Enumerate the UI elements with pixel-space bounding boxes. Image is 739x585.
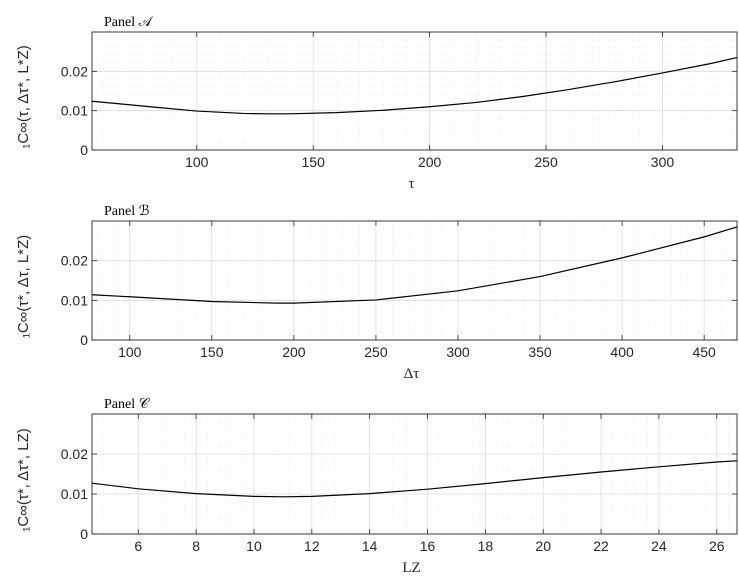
chart-panel-3: 6 8 10 12 14 16 18 20 22 24 26 0 0.01 0.02 Panel 𝒞 LZ ₁C… — [15, 397, 738, 576]
y-axis-label: ₁C∞(τ, Δτ*, L*Z) — [15, 45, 32, 148]
x-tick-label: 12 — [304, 538, 320, 554]
y-tick-label: 0.02 — [61, 253, 88, 269]
x-tick-label: 300 — [651, 154, 675, 170]
y-tick-label: 0 — [80, 142, 88, 158]
x-tick-label: 200 — [282, 344, 306, 360]
chart-panel-2: 100 150 200 250 300 350 400 450 0 0.01 0.02 Panel ℬ… — [15, 204, 738, 382]
panel-title: Panel ℬ — [104, 204, 150, 219]
axes-box — [91, 31, 738, 151]
y-tick-label: 0.02 — [61, 446, 88, 462]
x-tick-label: 450 — [692, 344, 716, 360]
y-tick-label: 0.01 — [61, 292, 88, 308]
x-tick-label: 10 — [246, 538, 262, 554]
x-tick-label: 20 — [535, 538, 551, 554]
x-tick-label: 250 — [534, 154, 558, 170]
data-line — [91, 460, 738, 498]
x-tick-label: 300 — [446, 344, 470, 360]
x-tick-label: 16 — [420, 538, 436, 554]
x-tick-label: 24 — [651, 538, 667, 554]
x-tick-label: 6 — [134, 538, 142, 554]
chart-panel-1: 100 150 200 250 300 0 0.01 0.02 Panel 𝒜 τ ₁C∞(τ, Δ… — [15, 15, 738, 192]
axes-box — [91, 220, 738, 341]
y-tick-label: 0 — [80, 332, 88, 348]
y-tick-label: 0.02 — [61, 63, 88, 79]
data-line — [91, 226, 738, 304]
y-tick-label: 0 — [80, 526, 88, 542]
panel-title: Panel 𝒜 — [104, 15, 154, 30]
x-tick-label: 100 — [118, 344, 142, 360]
data-line — [91, 56, 738, 115]
x-tick-label: 100 — [185, 154, 209, 170]
x-tick-label: 22 — [593, 538, 609, 554]
x-axis-label: LZ — [402, 560, 420, 576]
axes-box — [91, 413, 738, 535]
x-tick-label: 150 — [200, 344, 224, 360]
x-tick-label: 250 — [364, 344, 388, 360]
y-tick-label: 0.01 — [61, 103, 88, 119]
x-tick-label: 200 — [418, 154, 442, 170]
x-tick-label: 400 — [610, 344, 634, 360]
x-tick-label: 350 — [528, 344, 552, 360]
x-tick-label: 14 — [362, 538, 378, 554]
x-axis-label: Δτ — [404, 366, 420, 382]
x-tick-label: 150 — [302, 154, 326, 170]
x-tick-label: 26 — [709, 538, 725, 554]
panel-title: Panel 𝒞 — [104, 397, 151, 412]
x-tick-label: 8 — [192, 538, 200, 554]
x-axis-label: τ — [408, 176, 414, 192]
y-axis-label: ₁C∞(τ*, Δτ*, LZ) — [15, 428, 32, 531]
x-tick-label: 18 — [478, 538, 494, 554]
y-tick-label: 0.01 — [61, 486, 88, 502]
y-axis-label: ₁C∞(τ*, Δτ, L*Z) — [15, 235, 32, 338]
